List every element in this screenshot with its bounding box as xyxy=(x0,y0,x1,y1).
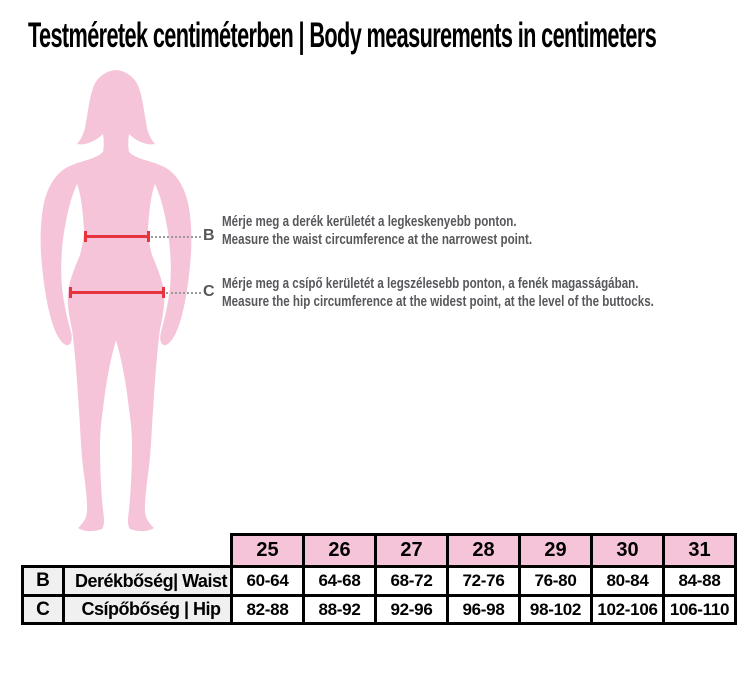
size-column-header: 27 xyxy=(374,533,449,568)
hip-measure-line xyxy=(69,287,165,298)
row-letter: C xyxy=(21,594,65,625)
size-column-header: 26 xyxy=(302,533,377,568)
measurement-cell: 88-92 xyxy=(302,594,377,625)
hip-table-row: C Csípőbőség | Hip 82-88 88-92 92-96 96-… xyxy=(21,594,737,625)
measurement-cell: 98-102 xyxy=(518,594,593,625)
header-spacer-cell xyxy=(23,535,64,567)
waist-line-right-tick xyxy=(147,231,150,242)
hip-point-label: C xyxy=(203,283,215,300)
measurement-cell: 72-76 xyxy=(446,565,521,597)
body-silhouette-left-half xyxy=(40,70,117,532)
measurement-cell: 82-88 xyxy=(230,594,305,625)
body-silhouette-right-half xyxy=(115,70,192,532)
measurement-cell: 68-72 xyxy=(374,565,449,597)
waist-point-label: B xyxy=(203,227,215,244)
size-column-header: 31 xyxy=(662,533,737,568)
measurement-cell: 76-80 xyxy=(518,565,593,597)
waist-annotation-en: Measure the waist circumference at the n… xyxy=(222,231,533,248)
measurement-cell: 64-68 xyxy=(302,565,377,597)
waist-annotation-hu: Mérje meg a derék kerületét a legkeskeny… xyxy=(222,214,517,230)
size-table: 25 26 27 28 29 30 31 B Derékbőség| Waist… xyxy=(21,533,737,625)
hip-line-left-tick xyxy=(69,287,72,298)
size-column-header: 28 xyxy=(446,533,521,568)
measurement-cell: 102-106 xyxy=(590,594,665,625)
waist-measure-line xyxy=(84,231,150,242)
waist-dotted-leader xyxy=(151,236,201,238)
waist-annotation: Mérje meg a derék kerületét a legkeskeny… xyxy=(222,214,532,249)
size-header-row: 25 26 27 28 29 30 31 xyxy=(23,533,737,568)
row-label: Derékbőség| Waist xyxy=(62,565,233,597)
measurement-cell: 80-84 xyxy=(590,565,665,597)
waist-line-left-tick xyxy=(84,231,87,242)
row-letter: B xyxy=(21,565,65,597)
measurement-cell: 96-98 xyxy=(446,594,521,625)
female-body-silhouette xyxy=(40,70,192,532)
measurement-cell: 60-64 xyxy=(230,565,305,597)
size-column-header: 29 xyxy=(518,533,593,568)
hip-dotted-leader xyxy=(166,292,201,294)
measurement-cell: 92-96 xyxy=(374,594,449,625)
size-column-header: 30 xyxy=(590,533,665,568)
measurement-cell: 84-88 xyxy=(662,565,737,597)
size-column-header: 25 xyxy=(230,533,305,568)
measurement-cell: 106-110 xyxy=(662,594,737,625)
page-title: Testméretek centiméterben | Body measure… xyxy=(28,16,657,55)
row-label: Csípőbőség | Hip xyxy=(62,594,233,625)
waist-table-row: B Derékbőség| Waist 60-64 64-68 68-72 72… xyxy=(21,565,737,597)
hip-annotation-hu: Mérje meg a csípő kerületét a legszélese… xyxy=(222,276,639,292)
header-spacer-cell xyxy=(64,535,232,567)
hip-annotation: Mérje meg a csípő kerületét a legszélese… xyxy=(222,276,654,311)
hip-annotation-en: Measure the hip circumference at the wid… xyxy=(222,293,654,310)
hip-line-right-tick xyxy=(162,287,165,298)
